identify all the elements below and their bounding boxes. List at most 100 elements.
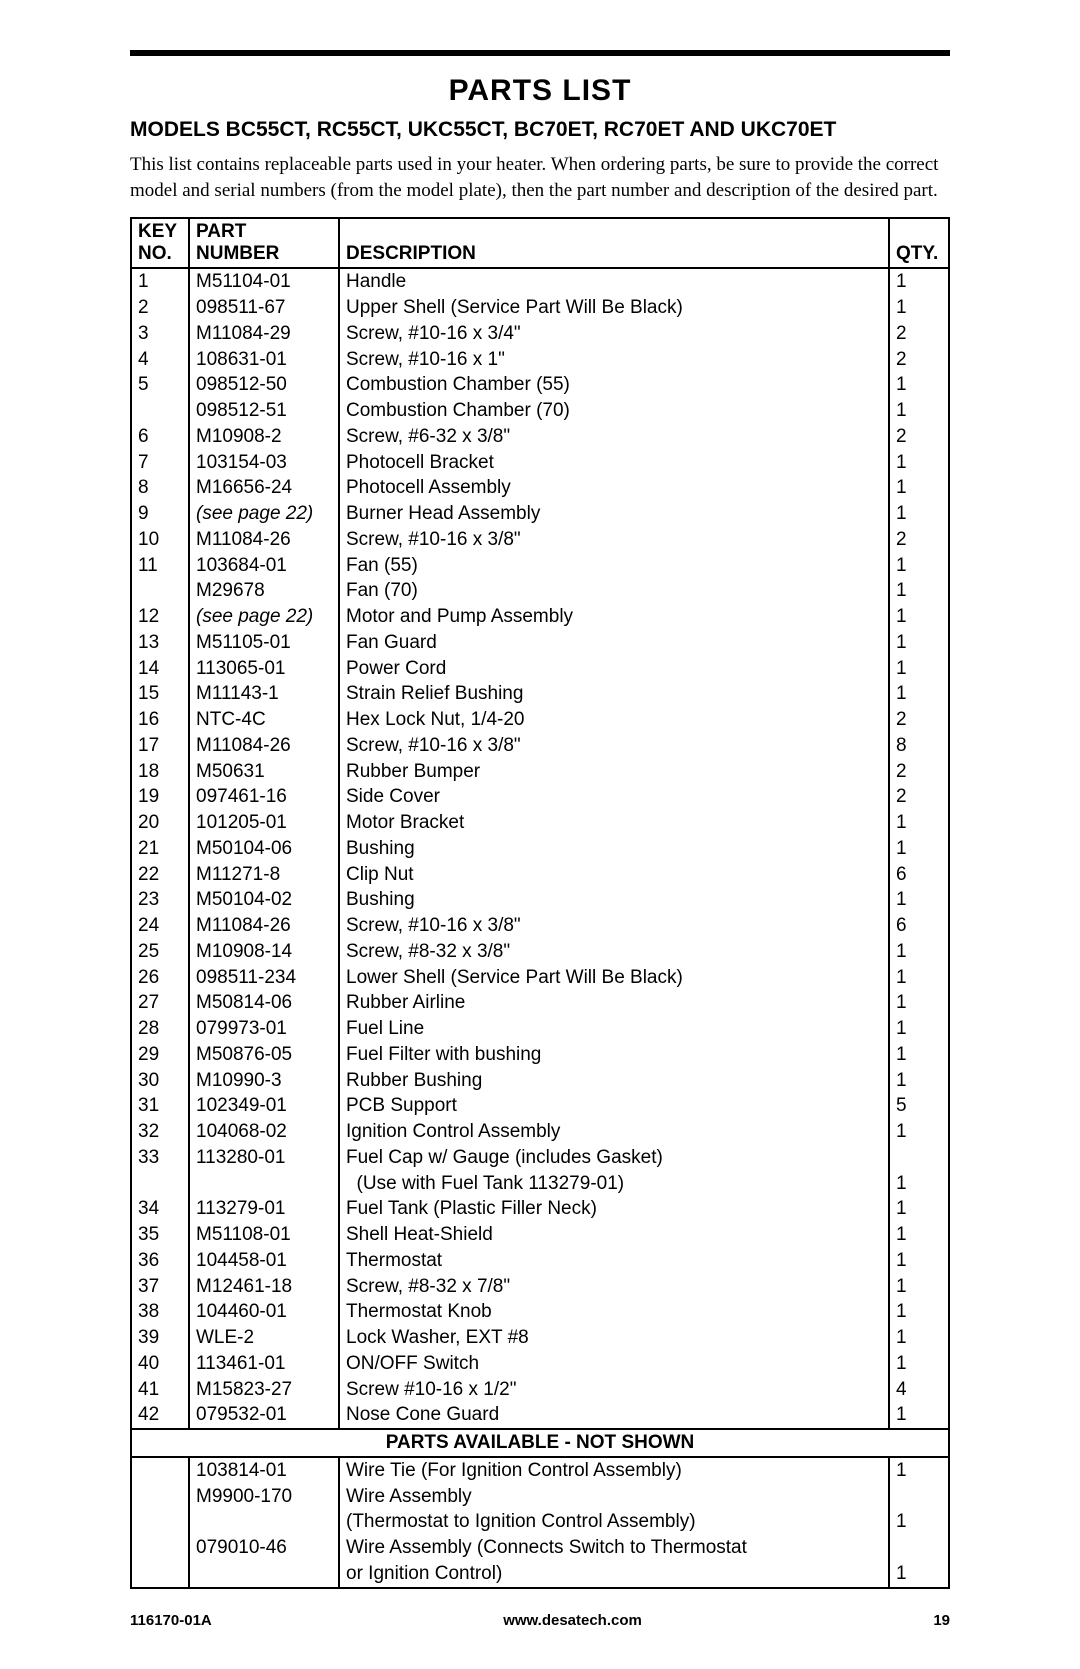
cell-qty: 1: [889, 1196, 949, 1222]
cell-key: 19: [131, 784, 189, 810]
table-row: 10M11084-26Screw, #10-16 x 3/8"2: [131, 527, 949, 553]
cell-description: ON/OFF Switch: [339, 1351, 889, 1377]
cell-key: 3: [131, 321, 189, 347]
cell-key: 25: [131, 939, 189, 965]
cell-description: Screw, #10-16 x 3/4": [339, 321, 889, 347]
table-row: 29M50876-05Fuel Filter with bushing1: [131, 1042, 949, 1068]
cell-part-number: 104460-01: [189, 1299, 339, 1325]
cell-qty: 1: [889, 990, 949, 1016]
cell-qty: 1: [889, 268, 949, 295]
cell-key: 42: [131, 1402, 189, 1429]
cell-part-number: M51108-01: [189, 1222, 339, 1248]
cell-description: Thermostat: [339, 1248, 889, 1274]
cell-description: Fuel Tank (Plastic Filler Neck): [339, 1196, 889, 1222]
cell-description: or Ignition Control): [339, 1561, 889, 1588]
cell-key: 20: [131, 810, 189, 836]
table-row: (Thermostat to Ignition Control Assembly…: [131, 1509, 949, 1535]
cell-key: [131, 1509, 189, 1535]
cell-key: 26: [131, 965, 189, 991]
cell-part-number: 098512-51: [189, 398, 339, 424]
cell-key: 15: [131, 681, 189, 707]
cell-qty: 2: [889, 759, 949, 785]
cell-key: 10: [131, 527, 189, 553]
cell-description: Burner Head Assembly: [339, 501, 889, 527]
cell-qty: 1: [889, 656, 949, 682]
cell-part-number: M10908-14: [189, 939, 339, 965]
cell-part-number: (see page 22): [189, 604, 339, 630]
cell-description: Bushing: [339, 887, 889, 913]
cell-qty: 1: [889, 501, 949, 527]
cell-qty: 1: [889, 1351, 949, 1377]
cell-part-number: 079532-01: [189, 1402, 339, 1429]
cell-part-number: M15823-27: [189, 1377, 339, 1403]
cell-part-number: 101205-01: [189, 810, 339, 836]
cell-description: Strain Relief Bushing: [339, 681, 889, 707]
cell-description: Screw, #10-16 x 3/8": [339, 733, 889, 759]
cell-key: 38: [131, 1299, 189, 1325]
table-row: 3M11084-29Screw, #10-16 x 3/4"2: [131, 321, 949, 347]
cell-qty: 1: [889, 1325, 949, 1351]
table-row: or Ignition Control)1: [131, 1561, 949, 1588]
cell-description: Wire Assembly (Connects Switch to Thermo…: [339, 1535, 889, 1561]
cell-description: Clip Nut: [339, 862, 889, 888]
models-subtitle: MODELS BC55CT, RC55CT, UKC55CT, BC70ET, …: [130, 118, 950, 142]
cell-key: 24: [131, 913, 189, 939]
table-row: 4108631-01Screw, #10-16 x 1"2: [131, 347, 949, 373]
cell-part-number: 113065-01: [189, 656, 339, 682]
table-row: 35M51108-01Shell Heat-Shield1: [131, 1222, 949, 1248]
table-row: 18M50631Rubber Bumper2: [131, 759, 949, 785]
cell-description: Photocell Bracket: [339, 450, 889, 476]
cell-key: 31: [131, 1093, 189, 1119]
cell-description: Screw, #10-16 x 1": [339, 347, 889, 373]
cell-key: 6: [131, 424, 189, 450]
cell-qty: 1: [889, 1509, 949, 1535]
cell-part-number: 098511-67: [189, 295, 339, 321]
cell-qty: 1: [889, 810, 949, 836]
cell-qty: 1: [889, 1248, 949, 1274]
cell-part-number: 079010-46: [189, 1535, 339, 1561]
cell-key: 16: [131, 707, 189, 733]
cell-part-number: M10990-3: [189, 1068, 339, 1094]
cell-key: 32: [131, 1119, 189, 1145]
cell-description: Motor Bracket: [339, 810, 889, 836]
cell-qty: 1: [889, 553, 949, 579]
cell-key: 27: [131, 990, 189, 1016]
cell-description: Hex Lock Nut, 1/4-20: [339, 707, 889, 733]
cell-qty: 6: [889, 913, 949, 939]
cell-qty: [889, 1535, 949, 1561]
table-row: 31102349-01PCB Support5: [131, 1093, 949, 1119]
cell-qty: 1: [889, 450, 949, 476]
table-row: 11103684-01Fan (55)1: [131, 553, 949, 579]
cell-key: 37: [131, 1274, 189, 1300]
cell-description: Screw, #8-32 x 7/8": [339, 1274, 889, 1300]
cell-part-number: M50814-06: [189, 990, 339, 1016]
cell-qty: 6: [889, 862, 949, 888]
cell-part-number: 108631-01: [189, 347, 339, 373]
table-row: 28079973-01Fuel Line1: [131, 1016, 949, 1042]
cell-qty: 1: [889, 939, 949, 965]
cell-description: Fuel Line: [339, 1016, 889, 1042]
cell-key: 18: [131, 759, 189, 785]
table-row: 8M16656-24Photocell Assembly1: [131, 475, 949, 501]
cell-key: 23: [131, 887, 189, 913]
header-key: KEYNO.: [131, 218, 189, 268]
cell-qty: [889, 1145, 949, 1171]
cell-qty: 2: [889, 784, 949, 810]
cell-description: Screw, #6-32 x 3/8": [339, 424, 889, 450]
cell-key: 13: [131, 630, 189, 656]
cell-key: 28: [131, 1016, 189, 1042]
cell-qty: 1: [889, 1274, 949, 1300]
cell-qty: 1: [889, 681, 949, 707]
cell-part-number: M50104-06: [189, 836, 339, 862]
cell-description: Thermostat Knob: [339, 1299, 889, 1325]
cell-qty: 1: [889, 836, 949, 862]
table-row: 15M11143-1Strain Relief Bushing1: [131, 681, 949, 707]
table-row: 37M12461-18Screw, #8-32 x 7/8"1: [131, 1274, 949, 1300]
table-row: 079010-46Wire Assembly (Connects Switch …: [131, 1535, 949, 1561]
footer-right: 19: [933, 1612, 950, 1629]
table-row: 9(see page 22)Burner Head Assembly1: [131, 501, 949, 527]
cell-description: Screw, #10-16 x 3/8": [339, 527, 889, 553]
cell-qty: 1: [889, 1119, 949, 1145]
table-row: 14113065-01Power Cord1: [131, 656, 949, 682]
cell-description: Wire Assembly: [339, 1484, 889, 1510]
